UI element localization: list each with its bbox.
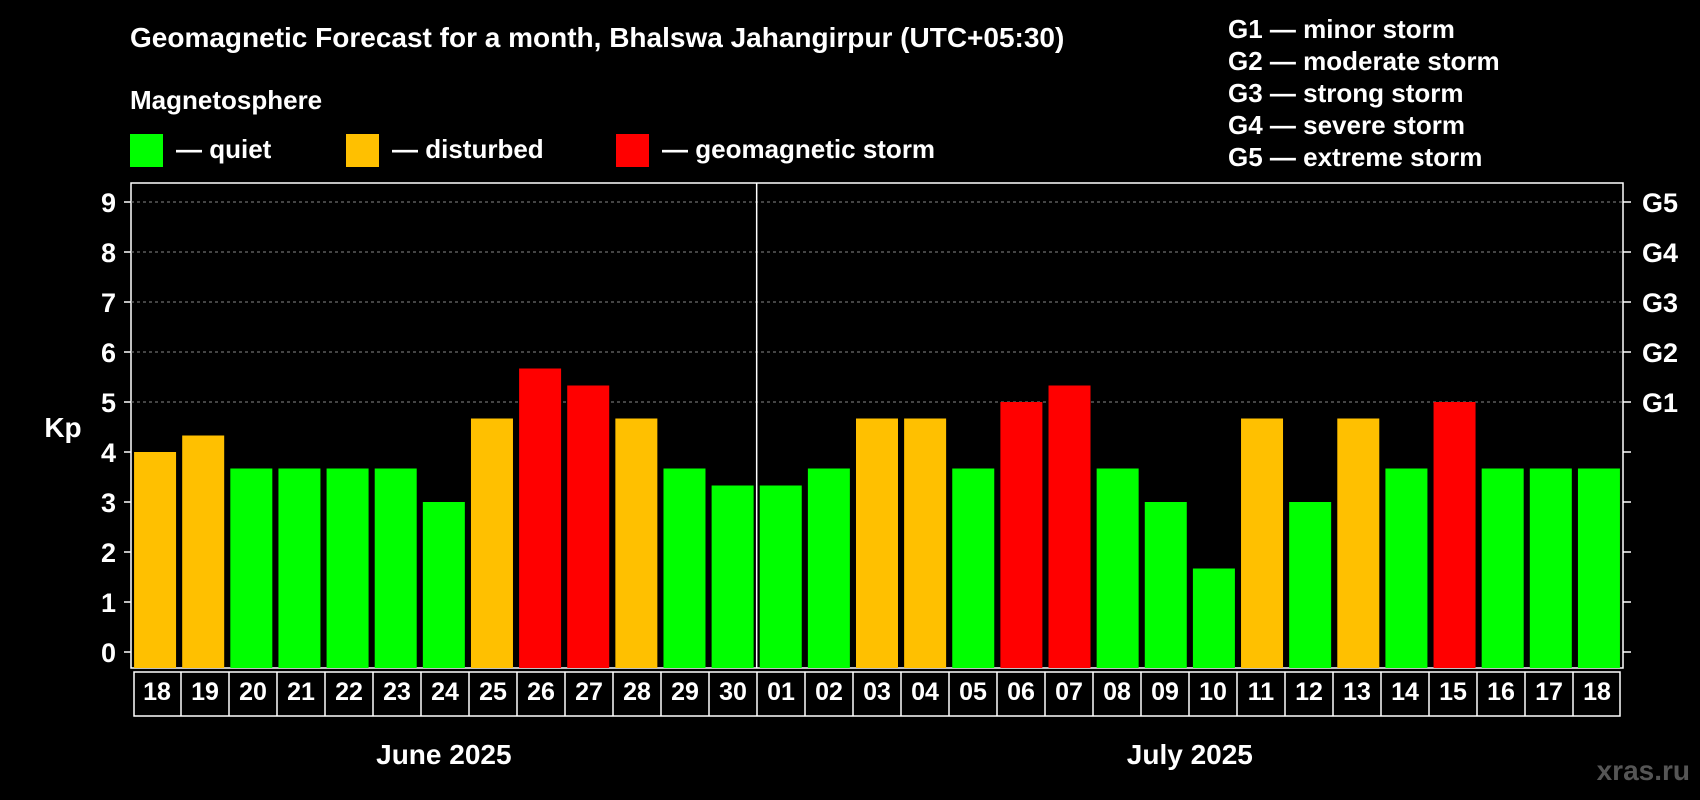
y-tick-label: 4: [101, 438, 116, 468]
date-label: 18: [1583, 678, 1611, 706]
date-label: 28: [623, 678, 651, 706]
legend-swatch-storm: [616, 134, 649, 167]
legend-label-storm: — geomagnetic storm: [662, 134, 936, 164]
y-axis-label: Kp: [44, 412, 81, 443]
date-label: 01: [767, 678, 795, 706]
y-tick-label: 1: [101, 588, 116, 618]
date-label: 26: [527, 678, 555, 706]
date-label: 20: [239, 678, 267, 706]
legend-heading: Magnetosphere: [130, 85, 323, 115]
storm-scale-g5: G5 — extreme storm: [1228, 142, 1483, 172]
right-axis-label: G3: [1642, 288, 1678, 318]
date-label: 03: [863, 678, 891, 706]
date-label: 09: [1151, 678, 1179, 706]
y-tick-label: 9: [101, 188, 116, 218]
bar-disturbed: [134, 452, 177, 668]
y-tick-label: 6: [101, 338, 116, 368]
date-label: 10: [1199, 678, 1227, 706]
bar-quiet: [230, 468, 273, 668]
date-label: 11: [1248, 678, 1275, 706]
bar-quiet: [326, 468, 369, 668]
right-axis-label: G4: [1642, 238, 1678, 268]
bar-disturbed: [470, 418, 513, 668]
bar-quiet: [711, 485, 754, 668]
date-label: 24: [431, 678, 459, 706]
y-tick-label: 2: [101, 538, 116, 568]
date-label: 25: [479, 678, 507, 706]
bar-quiet: [1529, 468, 1572, 668]
bar-quiet: [663, 468, 706, 668]
date-label: 12: [1295, 678, 1323, 706]
date-label: 19: [191, 678, 219, 706]
date-label: 29: [671, 678, 699, 706]
watermark: xras.ru: [1596, 755, 1690, 786]
date-label: 15: [1439, 678, 1467, 706]
date-label: 06: [1007, 678, 1035, 706]
date-label: 04: [911, 678, 939, 706]
bar-disturbed: [856, 418, 898, 668]
bar-disturbed: [182, 435, 225, 668]
date-label: 27: [575, 678, 603, 706]
right-axis-label: G1: [1642, 388, 1678, 418]
month-label: June 2025: [376, 739, 511, 770]
bar-storm: [1000, 402, 1043, 668]
date-label: 23: [383, 678, 411, 706]
date-label: 18: [143, 678, 171, 706]
storm-scale-g4: G4 — severe storm: [1228, 110, 1466, 140]
date-row: [133, 671, 1621, 717]
bar-quiet: [807, 468, 850, 668]
y-tick-label: 0: [101, 638, 116, 668]
right-axis-label: G2: [1642, 338, 1678, 368]
bar-quiet: [374, 468, 417, 668]
legend-label-disturbed: — disturbed: [392, 134, 544, 164]
date-label: 07: [1055, 678, 1083, 706]
bar-disturbed: [904, 418, 947, 668]
bar-storm: [567, 385, 610, 668]
date-label: 17: [1535, 678, 1563, 706]
date-label: 21: [287, 678, 315, 706]
date-label: 14: [1391, 678, 1419, 706]
bar-storm: [1048, 385, 1091, 668]
bar-quiet: [1192, 568, 1235, 668]
bar-disturbed: [615, 418, 658, 668]
date-label: 30: [719, 678, 747, 706]
y-tick-label: 3: [101, 488, 116, 518]
bar-quiet: [952, 468, 995, 668]
y-tick-label: 5: [101, 388, 116, 418]
y-tick-label: 8: [101, 238, 116, 268]
date-label: 08: [1103, 678, 1131, 706]
bar-disturbed: [1241, 418, 1284, 668]
legend-swatch-disturbed: [346, 134, 379, 167]
bar-storm: [519, 368, 562, 668]
bar-quiet: [1096, 468, 1139, 668]
date-label: 16: [1487, 678, 1515, 706]
storm-scale-g3: G3 — strong storm: [1228, 78, 1464, 108]
date-label: 22: [335, 678, 363, 706]
storm-scale-g2: G2 — moderate storm: [1228, 46, 1500, 76]
month-label: July 2025: [1127, 739, 1253, 770]
storm-scale-g1: G1 — minor storm: [1228, 14, 1455, 44]
bar-quiet: [278, 468, 321, 668]
legend-label-quiet: — quiet: [176, 134, 272, 164]
date-label: 05: [959, 678, 987, 706]
bar-quiet: [1385, 468, 1428, 668]
bar-disturbed: [1337, 418, 1380, 668]
legend-swatch-quiet: [130, 134, 163, 167]
bar-quiet: [1144, 502, 1187, 668]
date-label: 13: [1343, 678, 1371, 706]
bar-quiet: [422, 502, 465, 668]
right-axis-label: G5: [1642, 188, 1678, 218]
bar-storm: [1433, 402, 1476, 668]
y-tick-label: 7: [101, 288, 116, 318]
bar-quiet: [1481, 468, 1524, 668]
chart-title: Geomagnetic Forecast for a month, Bhalsw…: [130, 22, 1065, 53]
bar-quiet: [1577, 468, 1620, 668]
date-label: 02: [815, 678, 843, 706]
bar-quiet: [759, 485, 802, 668]
bar-quiet: [1289, 502, 1332, 668]
